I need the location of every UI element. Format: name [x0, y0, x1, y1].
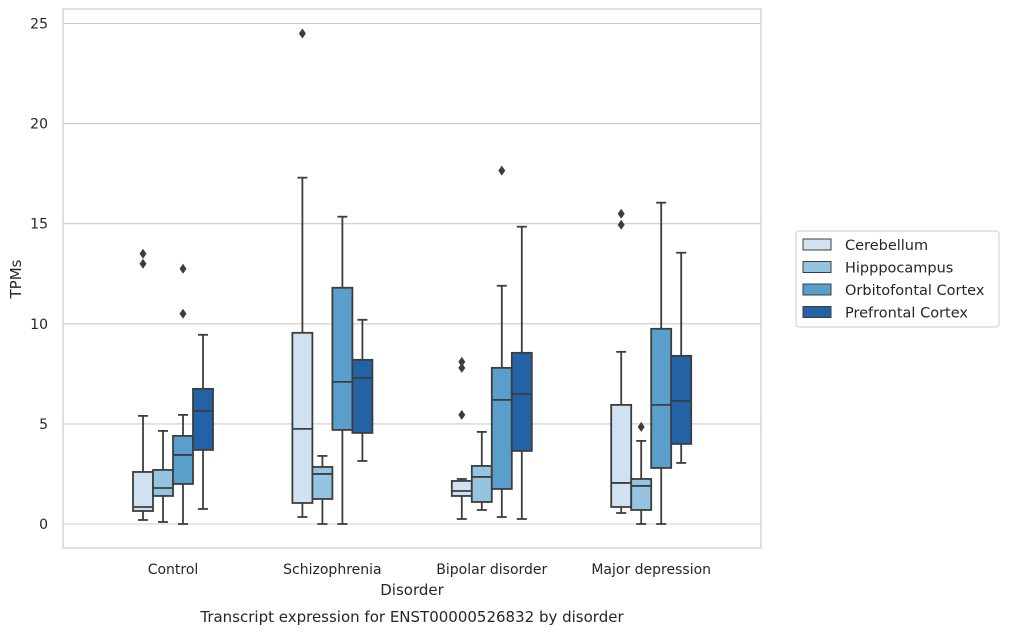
box-prefrontal-cortex-2 — [510, 225, 533, 520]
y-tick-label: 5 — [39, 417, 48, 433]
x-tick-label: Bipolar disorder — [436, 562, 547, 578]
legend: Cerebellum Hipppocampus Orbitofontal Corte… — [795, 230, 1000, 328]
box-prefrontal-cortex-0 — [192, 333, 214, 510]
box-iqr — [311, 466, 334, 500]
x-tick-labels: Control Schizophrenia Bipolar disorder Majo… — [148, 562, 711, 578]
box-iqr — [152, 469, 174, 497]
box-cerebellum-3 — [610, 208, 633, 514]
outlier-point — [458, 362, 466, 373]
outlier-point — [179, 263, 187, 274]
y-tick-labels: 0 5 10 15 20 25 — [30, 17, 48, 534]
box-cerebellum-2 — [450, 356, 473, 520]
box-hipppocampus-2 — [470, 431, 493, 511]
box-cerebellum-1 — [291, 28, 314, 518]
box-prefrontal-cortex-3 — [670, 251, 693, 464]
legend-frame — [795, 230, 1000, 328]
box-orbitofontal-cortex-1 — [331, 215, 354, 525]
y-tick-label: 25 — [30, 17, 48, 33]
box-iqr — [172, 435, 194, 485]
box-iqr — [291, 331, 314, 504]
x-axis-label: Disorder — [380, 581, 444, 599]
legend-swatch — [802, 238, 832, 251]
x-tick-label: Control — [148, 562, 199, 578]
box-orbitofontal-cortex-0 — [172, 263, 194, 525]
box-orbitofontal-cortex-2 — [490, 165, 513, 518]
outlier-point — [179, 308, 187, 319]
box-iqr — [351, 358, 374, 434]
box-hipppocampus-0 — [152, 430, 174, 523]
box-iqr — [331, 286, 354, 431]
box-iqr — [192, 387, 214, 451]
legend-entry: Prefrontal Cortex — [845, 306, 968, 322]
outlier-point — [298, 28, 306, 39]
box-iqr — [132, 471, 154, 512]
box-iqr — [450, 480, 473, 497]
y-tick-label: 20 — [30, 117, 48, 133]
legend-entry: Hipppocampus — [845, 261, 953, 277]
box-iqr — [610, 403, 633, 508]
outlier-point — [458, 356, 466, 367]
y-axis-label: TPMs — [7, 259, 25, 299]
x-tick-label: Major depression — [591, 562, 711, 578]
legend-entry: Orbitofontal Cortex — [845, 283, 985, 299]
outlier-point — [617, 219, 625, 230]
outlier-point — [458, 409, 466, 420]
plot-frame — [62, 8, 762, 549]
chart-caption: Transcript expression for ENST0000052683… — [199, 608, 624, 626]
outlier-point — [139, 248, 147, 259]
legend-swatch — [802, 283, 832, 296]
plot-boxes — [132, 28, 693, 525]
box-hipppocampus-3 — [630, 421, 653, 525]
box-cerebellum-0 — [132, 248, 154, 521]
box-iqr — [510, 351, 533, 452]
box-orbitofontal-cortex-3 — [650, 201, 673, 525]
box-iqr — [650, 327, 673, 469]
box-iqr — [670, 354, 693, 445]
legend-swatch — [802, 306, 832, 318]
box-iqr — [470, 465, 493, 503]
outlier-point — [498, 165, 506, 176]
y-tick-label: 15 — [30, 217, 48, 233]
box-prefrontal-cortex-1 — [351, 318, 374, 462]
legend-swatch — [802, 261, 832, 273]
box-hipppocampus-1 — [311, 455, 334, 525]
legend-entry: Cerebellum — [845, 238, 928, 254]
y-tick-label: 0 — [39, 517, 48, 533]
x-tick-label: Schizophrenia — [283, 562, 381, 578]
outlier-point — [617, 208, 625, 219]
box-iqr — [490, 366, 513, 490]
y-tick-label: 10 — [30, 317, 48, 333]
outlier-point — [139, 258, 147, 269]
box-iqr — [630, 478, 653, 511]
outlier-point — [637, 421, 645, 432]
